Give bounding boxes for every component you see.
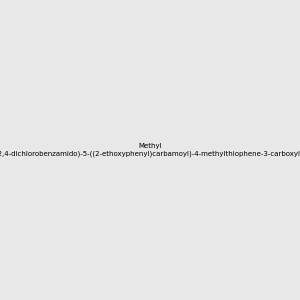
Text: Methyl 2-(2,4-dichlorobenzamido)-5-((2-ethoxyphenyl)carbamoyl)-4-methylthiophene: Methyl 2-(2,4-dichlorobenzamido)-5-((2-e… [0,143,300,157]
